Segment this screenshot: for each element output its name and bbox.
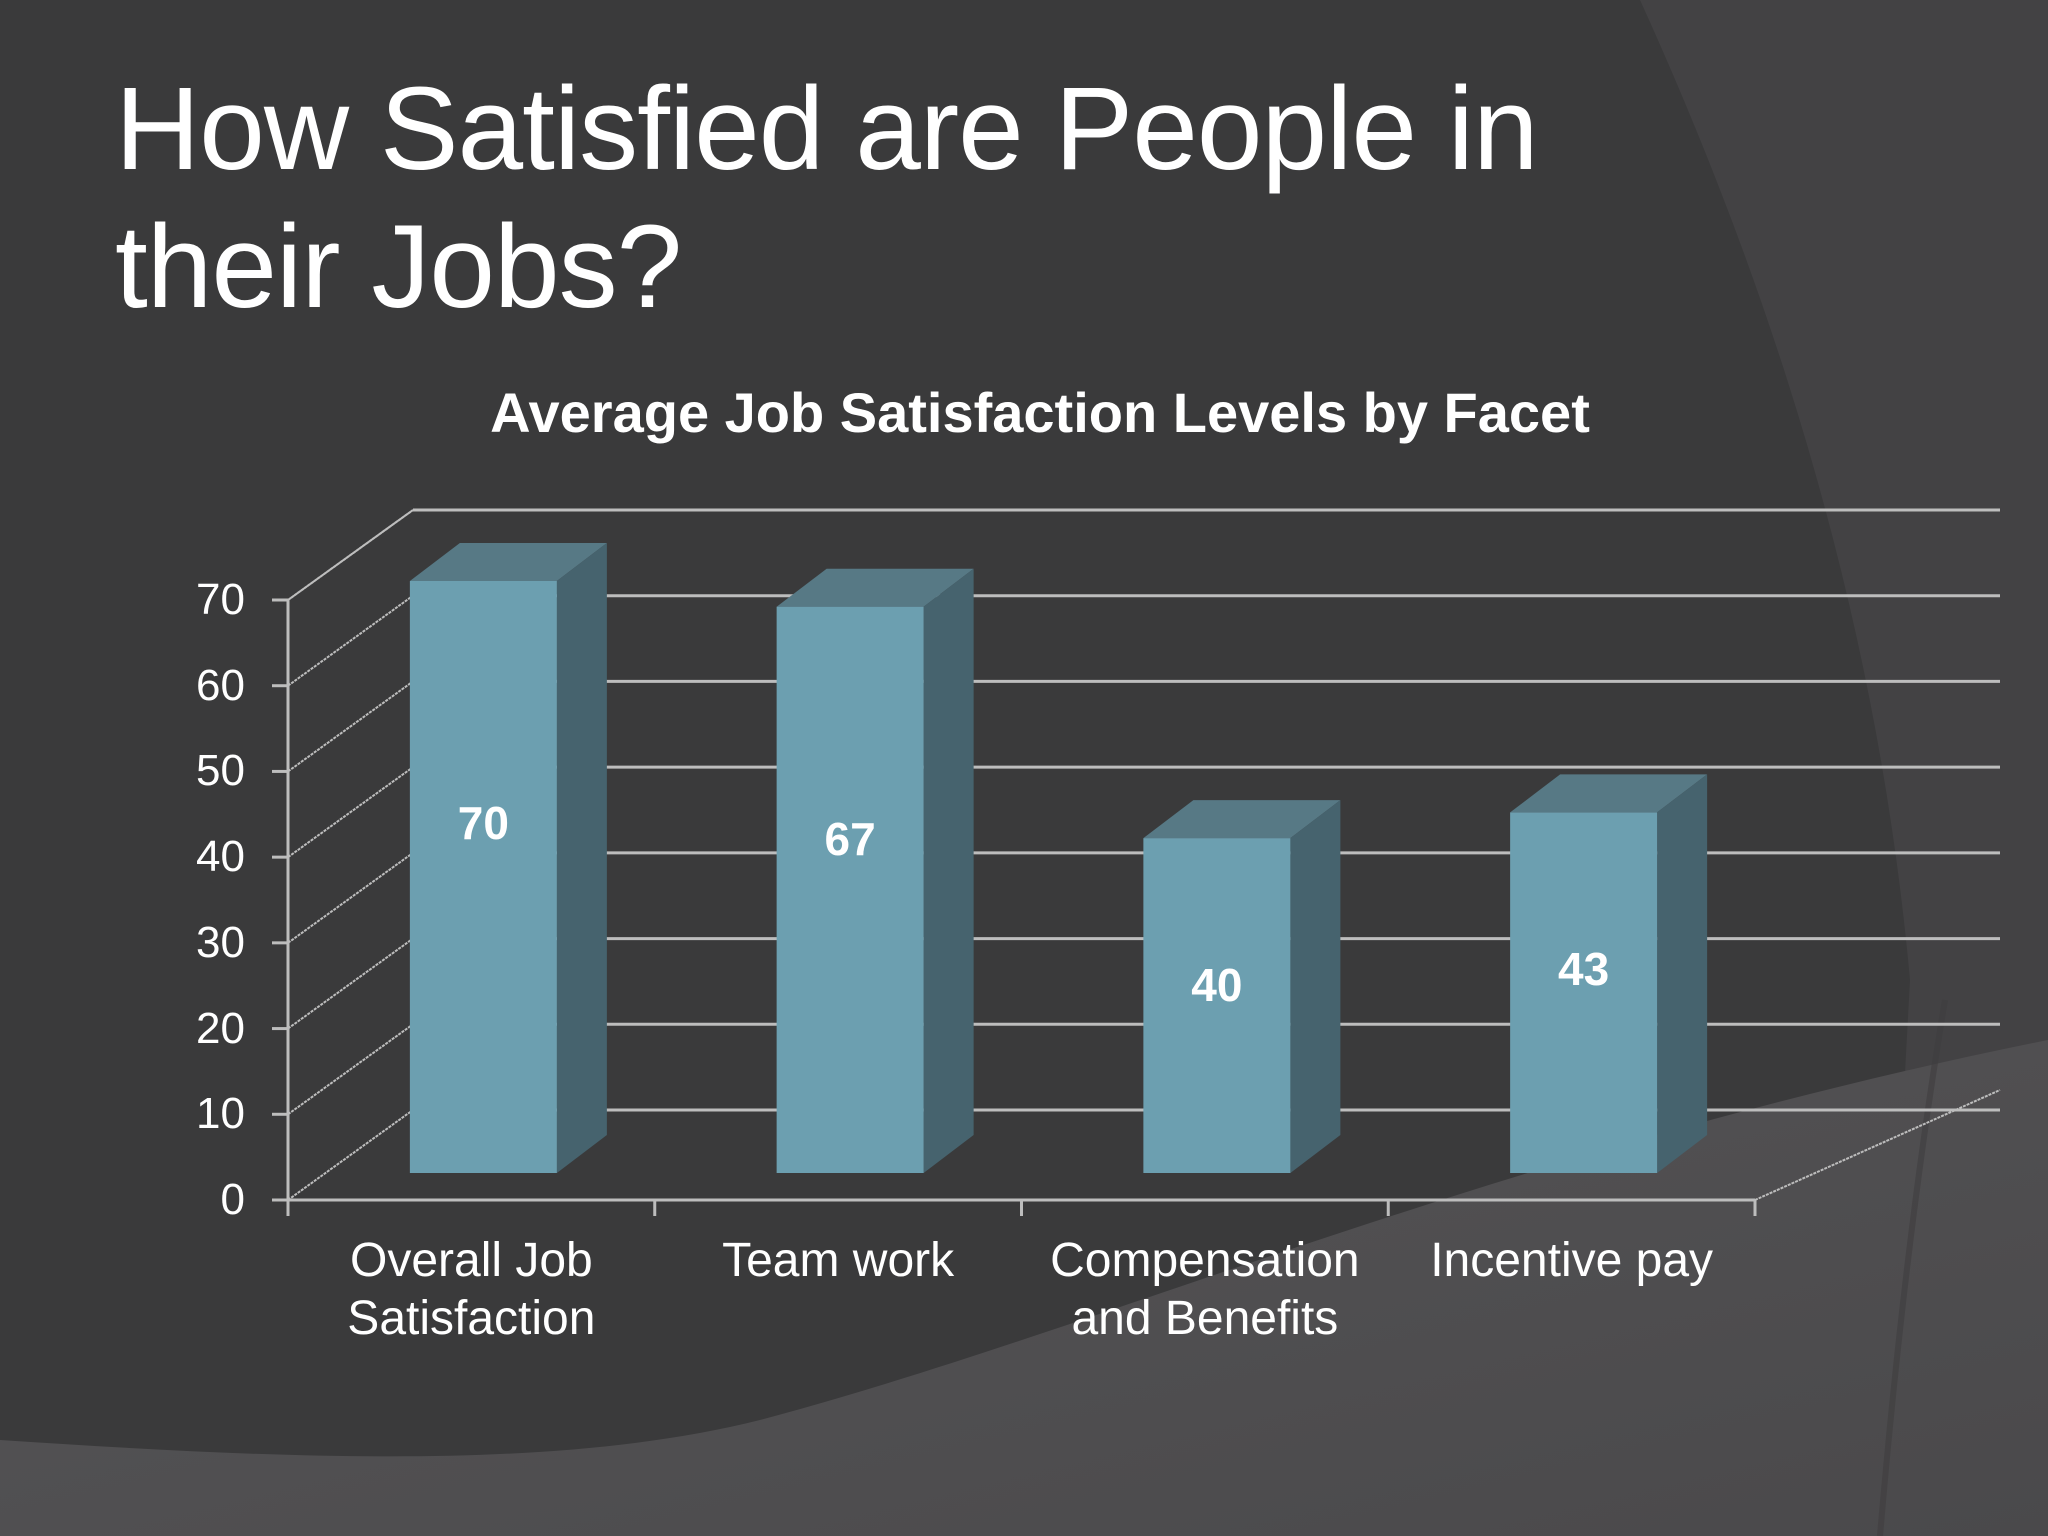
bar-value-label: 40 xyxy=(1191,959,1243,1012)
bar xyxy=(409,543,607,1173)
slide-title: How Satisfied are People in their Jobs? xyxy=(115,60,1539,336)
y-axis-tick-label: 10 xyxy=(196,1089,245,1139)
gridline-depth xyxy=(287,1023,414,1116)
bar-side-face xyxy=(556,543,607,1173)
y-axis-tick-label: 70 xyxy=(196,575,245,624)
y-axis-tick-label: 60 xyxy=(196,660,245,710)
gridline-depth xyxy=(287,852,414,944)
bar-front-face xyxy=(1510,812,1658,1173)
chart-axes xyxy=(272,598,1757,1216)
bar xyxy=(776,568,974,1173)
bar-side-face xyxy=(1290,800,1341,1173)
x-axis-label: Incentive pay xyxy=(1430,1234,1714,1287)
bar xyxy=(1143,800,1341,1173)
bar-top-face xyxy=(409,543,607,581)
gridline-depth xyxy=(287,766,414,858)
x-axis-label: Compensation and Benefits xyxy=(1050,1234,1360,1345)
bar-top-face xyxy=(1143,800,1341,839)
gridline-depth xyxy=(287,509,414,601)
slide-title-line2: their Jobs? xyxy=(115,201,682,333)
y-axis-tick-label: 50 xyxy=(196,746,245,796)
chart-bars xyxy=(409,543,1708,1173)
bar-value-label: 43 xyxy=(1558,942,1610,995)
floor-edge xyxy=(1754,1089,2001,1201)
bar-front-face xyxy=(776,606,924,1173)
bar-top-face xyxy=(776,568,974,607)
y-axis-tick-label: 0 xyxy=(220,1175,245,1224)
chart-title: Average Job Satisfaction Levels by Facet xyxy=(490,381,1590,444)
gridline-depth xyxy=(287,1109,414,1201)
bar-front-face xyxy=(409,581,557,1173)
gridline-depth xyxy=(287,594,414,687)
y-axis-tick-label: 40 xyxy=(196,832,245,882)
bar-top-face xyxy=(1510,774,1708,813)
bar xyxy=(1510,774,1708,1173)
bar-side-face xyxy=(1657,774,1708,1173)
bar-value-label: 67 xyxy=(824,813,876,866)
bar-side-face xyxy=(923,568,974,1173)
bar-value-label: 70 xyxy=(457,797,509,850)
y-axis-tick-label: 20 xyxy=(196,1003,245,1053)
x-axis-label: Overall Job Satisfaction xyxy=(347,1234,596,1345)
bar-front-face xyxy=(1143,838,1291,1173)
slide-title-line1: How Satisfied are People in xyxy=(115,63,1539,195)
gridline-depth xyxy=(287,680,414,773)
y-axis-tick-label: 30 xyxy=(196,917,245,967)
x-axis-label: Team work xyxy=(722,1234,955,1287)
gridline-depth xyxy=(287,937,414,1030)
